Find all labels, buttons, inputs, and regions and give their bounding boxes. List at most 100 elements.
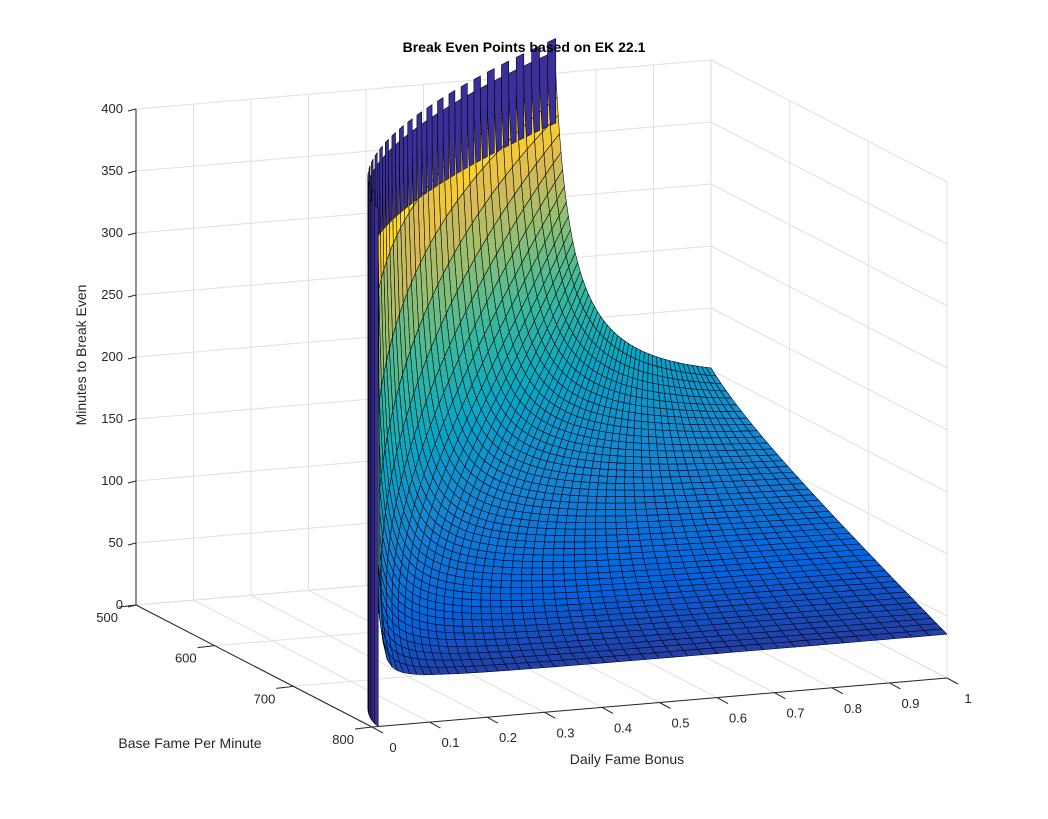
- surface-patch: [532, 605, 546, 613]
- surface-patch: [686, 500, 701, 508]
- surface-patch: [690, 548, 707, 556]
- surface-patch: [624, 456, 634, 464]
- surface-patch: [652, 382, 660, 393]
- surface-patch: [575, 515, 587, 523]
- surface-patch: [648, 436, 657, 445]
- surface-patch: [555, 604, 570, 612]
- surface-patch: [484, 638, 498, 647]
- surface-patch: [640, 421, 649, 430]
- surface-patch: [613, 589, 629, 597]
- surface-patch: [647, 353, 653, 366]
- surface-patch: [605, 607, 622, 615]
- surface-patch: [636, 581, 653, 589]
- surface-patch: [515, 533, 527, 542]
- z-tick-label: 150: [101, 411, 123, 426]
- y-tick-label: 500: [96, 610, 118, 625]
- surface-patch: [605, 489, 616, 497]
- surface-patch: [511, 567, 523, 575]
- surface-patch: [671, 567, 688, 575]
- surface-patch: [542, 548, 554, 556]
- x-tick-mark: [371, 726, 384, 734]
- surface-patch: [651, 538, 665, 547]
- surface-patch: [563, 567, 576, 575]
- surface-patch: [510, 599, 523, 608]
- x-tick-label: 0.7: [786, 706, 804, 721]
- z-tick-label: 300: [101, 225, 123, 240]
- z-tick-mark: [127, 294, 137, 298]
- surface-patch: [563, 548, 575, 556]
- surface-patch: [647, 421, 656, 431]
- surface-patch: [595, 509, 606, 517]
- surface-patch: [575, 579, 589, 587]
- surface-patch: [531, 580, 543, 588]
- surface-patch: [640, 428, 649, 437]
- surface-patch: [598, 468, 609, 477]
- surface-patch: [610, 440, 620, 450]
- surface-patch: [585, 509, 597, 517]
- surface-patch: [552, 554, 564, 562]
- surface-patch: [574, 528, 586, 536]
- x-tick-label: 1: [964, 691, 971, 706]
- surface-patch: [521, 567, 533, 575]
- z-tick-label: 250: [101, 287, 123, 302]
- surface-patch: [584, 547, 597, 555]
- ridge-wall-patch: [473, 75, 481, 165]
- surface-patch: [657, 450, 667, 458]
- surface-patch: [641, 551, 657, 559]
- surface-patch: [531, 567, 543, 575]
- surface-patch: [633, 470, 643, 478]
- z-tick-mark: [127, 480, 137, 484]
- surface-patch: [671, 525, 686, 533]
- surface-patch: [515, 631, 529, 639]
- x-tick-label: 0.9: [901, 696, 919, 711]
- surface-patch: [648, 443, 658, 452]
- surface-patch: [522, 612, 536, 620]
- surface-patch: [587, 584, 602, 592]
- surface-patch: [586, 626, 602, 635]
- surface-patch: [514, 540, 526, 549]
- surface-patch: [630, 552, 644, 560]
- ridge-wall-patch: [399, 125, 404, 214]
- surface-patch: [684, 531, 700, 539]
- surface-patch: [470, 599, 482, 607]
- x-tick-label: 0.8: [844, 701, 862, 716]
- surface-patch: [614, 595, 631, 603]
- surface-patch: [655, 429, 664, 438]
- x-tick-mark: [774, 692, 786, 700]
- surface-patch: [609, 447, 619, 457]
- surface-patch: [501, 612, 514, 621]
- surface-patch: [500, 573, 512, 582]
- surface-patch: [617, 441, 627, 450]
- surface-patch: [482, 626, 495, 634]
- surface-patch: [638, 587, 655, 595]
- surface-patch: [636, 521, 650, 529]
- surface-patch: [462, 577, 474, 587]
- surface-patch: [642, 483, 654, 491]
- surface-patch: [703, 547, 720, 555]
- surface-patch: [563, 573, 576, 581]
- surface-patch: [617, 546, 631, 554]
- surface-patch: [584, 535, 596, 543]
- surface-patch: [452, 597, 463, 607]
- surface-patch: [605, 509, 616, 517]
- surface-patch: [625, 588, 642, 596]
- surface-patch: [462, 626, 474, 634]
- surface-patch: [635, 388, 643, 399]
- surface-patch: [579, 603, 594, 611]
- surface-patch: [645, 508, 658, 516]
- surface-patch: [641, 463, 652, 471]
- x-tick-label: 0.5: [671, 716, 689, 731]
- surface-patch: [564, 579, 577, 587]
- surface-patch: [667, 463, 679, 471]
- surface-patch: [471, 612, 482, 621]
- surface-patch: [461, 612, 473, 621]
- surface-patch: [666, 507, 680, 515]
- surface-patch: [505, 637, 520, 646]
- z-tick-mark: [127, 170, 137, 174]
- surface-patch: [635, 575, 651, 584]
- surface-patch: [584, 541, 597, 549]
- surface-patch: [669, 519, 684, 527]
- surface-patch: [542, 554, 554, 562]
- surface-patch: [652, 391, 660, 401]
- surface-patch: [665, 501, 679, 509]
